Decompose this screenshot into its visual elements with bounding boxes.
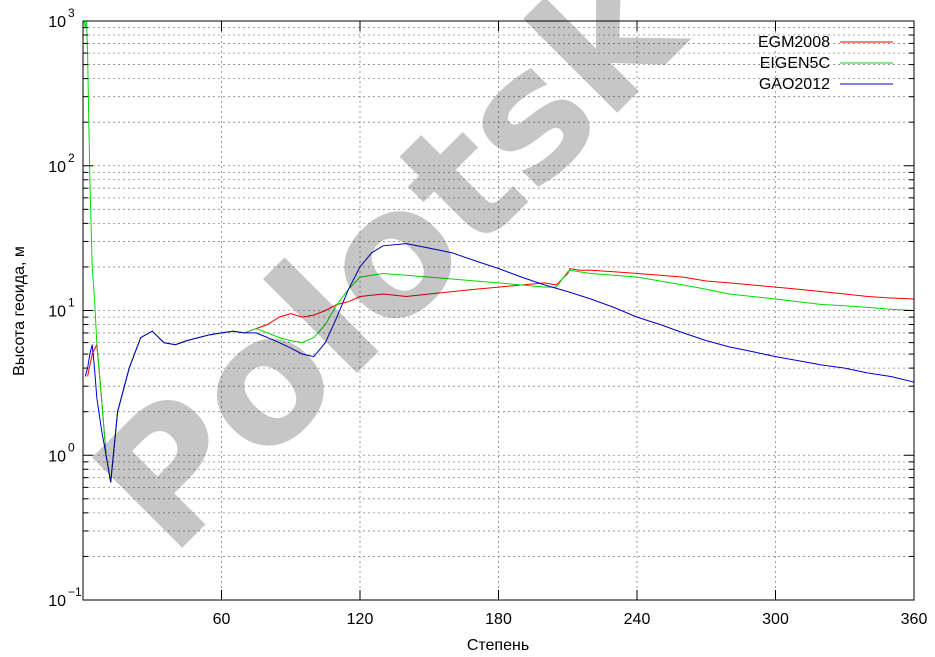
y-tick-exponent: 2 xyxy=(68,151,75,165)
x-tick-label: 300 xyxy=(762,611,789,628)
y-tick-exponent: 0 xyxy=(68,440,75,454)
series-layer xyxy=(83,21,914,483)
grid-layer xyxy=(83,20,915,601)
x-axis-label: Степень xyxy=(467,637,529,654)
x-tick-label: 360 xyxy=(901,611,928,628)
y-tick-exponent: 3 xyxy=(68,6,75,20)
legend-label-egm2008: EGM2008 xyxy=(758,34,830,51)
y-axis-label: Высота геоида, м xyxy=(11,246,28,376)
legend-label-gao2012: GAO2012 xyxy=(759,76,830,93)
series-line-gao2012 xyxy=(84,243,914,483)
y-tick-exponent: 1 xyxy=(68,296,75,310)
x-tick-label: 180 xyxy=(485,611,512,628)
y-tick-label: 102 xyxy=(48,151,75,176)
y-tick-label: 101 xyxy=(48,296,75,321)
x-tick-label: 120 xyxy=(347,611,374,628)
legend: EGM2008 EIGEN5C GAO2012 xyxy=(758,34,893,93)
legend-label-eigen5c: EIGEN5C xyxy=(760,55,830,72)
y-tick-exponent: −1 xyxy=(68,585,82,599)
y-tick-label: 10−1 xyxy=(48,585,82,610)
watermark-text: Polotsk xyxy=(57,0,721,589)
x-tick-label: 60 xyxy=(213,611,231,628)
x-tick-label: 240 xyxy=(624,611,651,628)
y-tick-label: 103 xyxy=(48,6,75,31)
